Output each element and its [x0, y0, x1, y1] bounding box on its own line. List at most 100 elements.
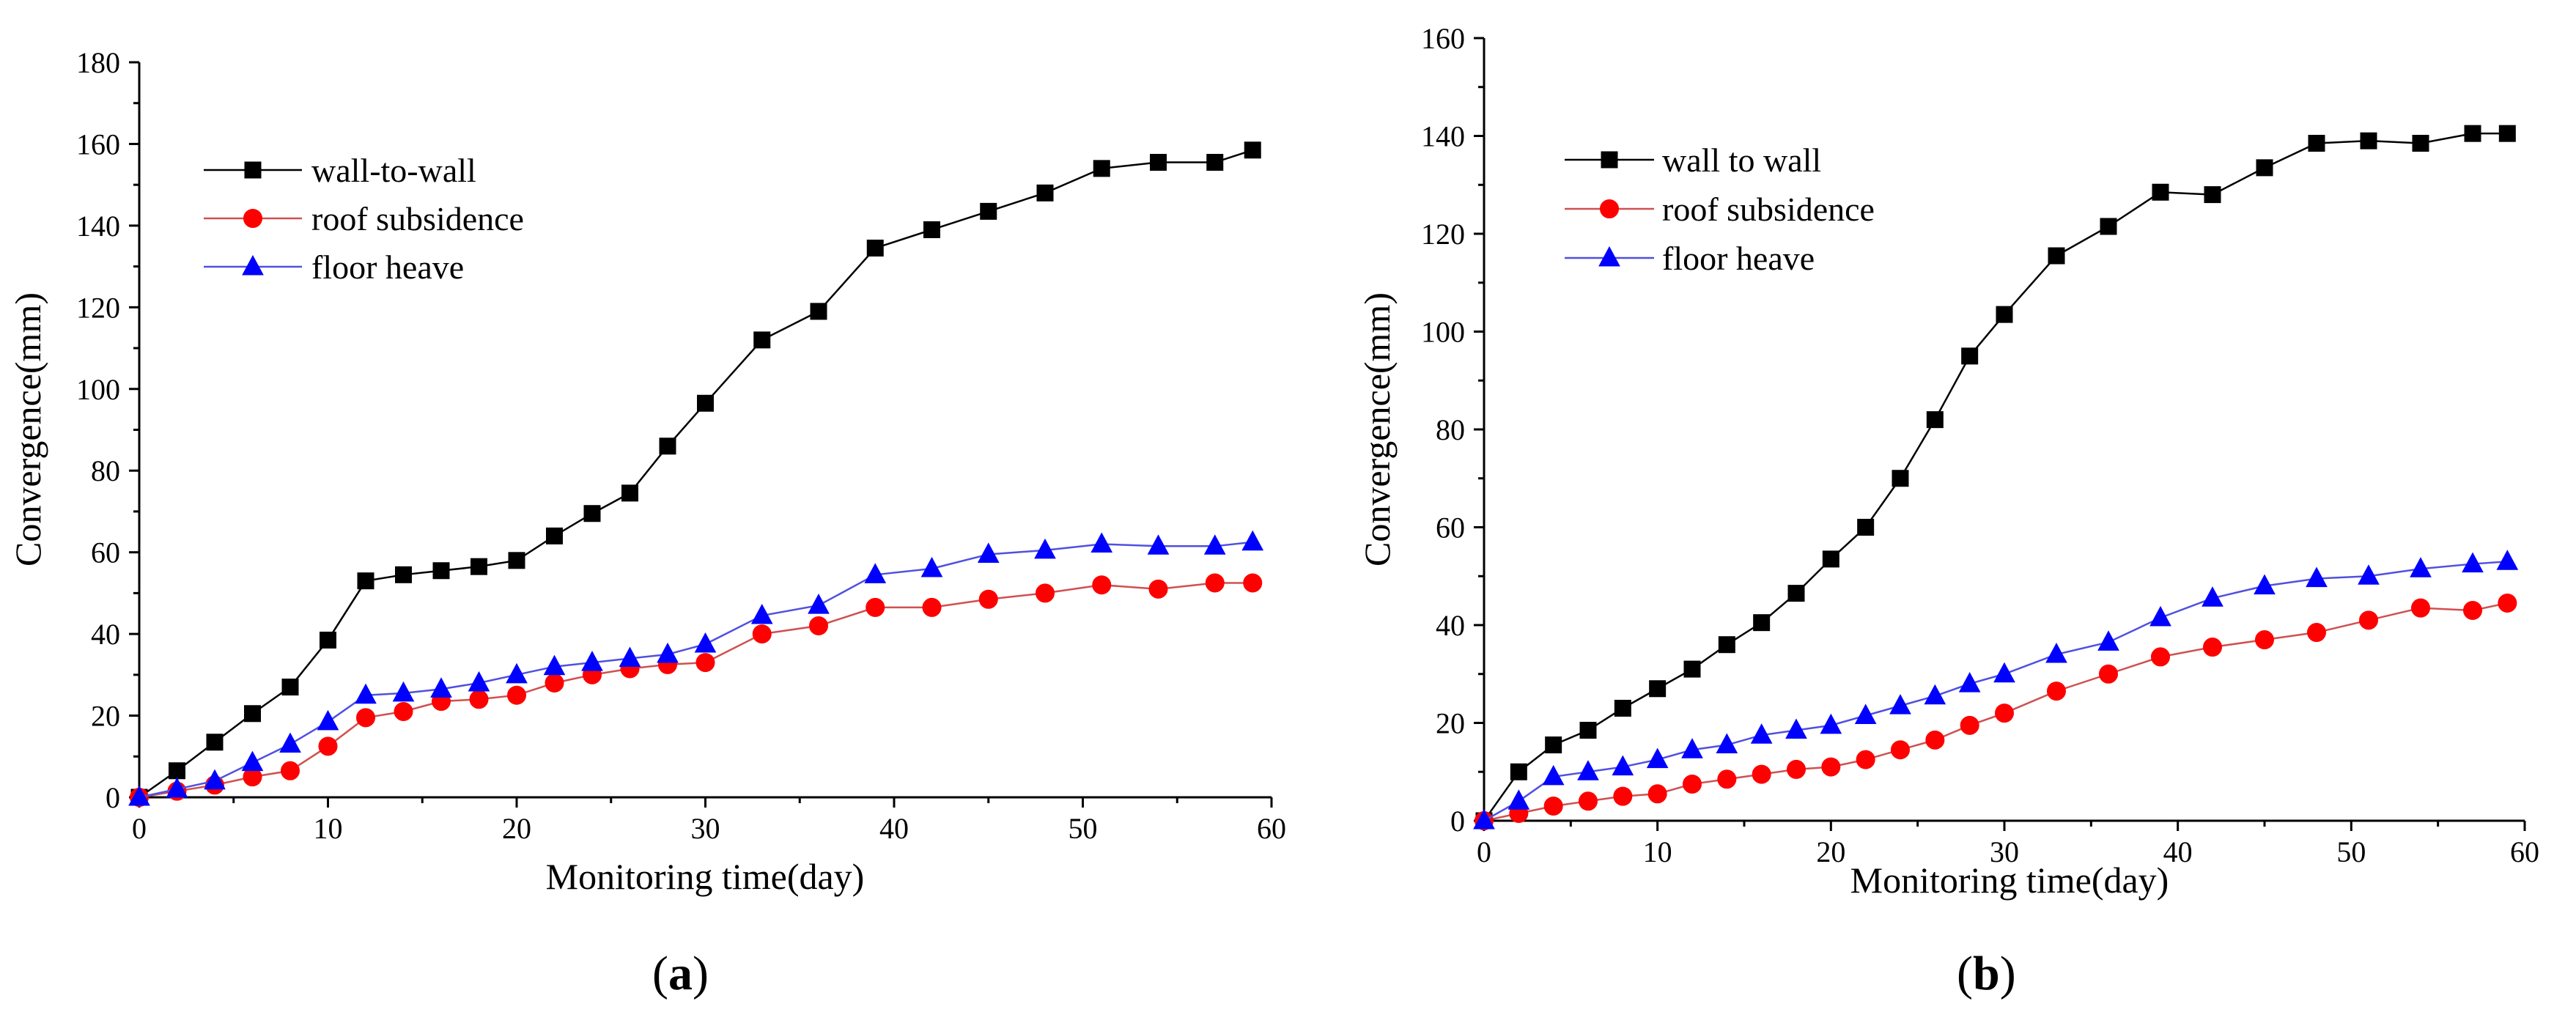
- x-tick-label: 40: [879, 812, 909, 845]
- data-point: [2202, 586, 2223, 607]
- x-tick-label: 20: [1816, 835, 1845, 868]
- data-point: [1750, 723, 1773, 744]
- data-point: [808, 594, 830, 614]
- x-tick-label: 10: [1643, 835, 1672, 868]
- legend: wall-to-wall roof subsidence floor heave: [204, 152, 524, 286]
- data-point: [697, 394, 714, 412]
- data-point: [1473, 808, 1495, 830]
- data-point: [864, 563, 887, 583]
- data-point: [1787, 585, 1805, 602]
- y-tick-label: 140: [76, 210, 120, 243]
- data-point: [468, 671, 490, 692]
- data-point: [977, 542, 1000, 563]
- data-point: [583, 505, 601, 522]
- data-point: [1092, 575, 1112, 595]
- x-tick-label: 30: [1990, 835, 2019, 868]
- data-point: [2254, 574, 2276, 595]
- y-tick-label: 80: [91, 454, 120, 487]
- x-tick-label: 20: [502, 812, 531, 845]
- data-point: [2151, 647, 2170, 667]
- data-point: [1857, 519, 1875, 536]
- data-point: [1649, 680, 1667, 698]
- data-point: [1993, 662, 2015, 683]
- legend-marker: [243, 209, 262, 228]
- chart-panel-b: 0 10 20 30 40 50 60 0 20 40 60 80 100 120 140 160 Monito…: [1357, 22, 2539, 1000]
- data-point: [506, 662, 528, 684]
- data-point: [1683, 774, 1702, 794]
- y-tick-label: 160: [76, 128, 120, 160]
- legend-label: wall to wall: [1662, 141, 1821, 179]
- data-point: [1241, 530, 1264, 551]
- y-tick-label: 0: [106, 781, 120, 814]
- y-tick-label: 140: [1421, 120, 1465, 153]
- data-point: [394, 701, 413, 721]
- data-point: [470, 558, 487, 575]
- data-point: [2498, 593, 2517, 613]
- x-tick-label: 0: [132, 812, 147, 845]
- data-point: [1716, 733, 1738, 754]
- data-point: [1996, 306, 2013, 323]
- data-point: [507, 685, 526, 705]
- data-point: [395, 566, 412, 583]
- data-point: [320, 631, 336, 649]
- data-point: [1579, 791, 1598, 811]
- data-point: [694, 632, 717, 653]
- data-point: [619, 646, 641, 668]
- data-point: [1545, 736, 1562, 754]
- y-tick-label: 120: [1421, 218, 1465, 251]
- data-point: [1090, 532, 1113, 553]
- series-line: [139, 541, 1253, 799]
- data-point: [1244, 141, 1261, 159]
- data-point: [2307, 623, 2326, 643]
- data-point: [1647, 784, 1667, 804]
- data-point: [357, 572, 374, 590]
- data-point: [1787, 759, 1806, 779]
- y-tick-label: 20: [1436, 707, 1465, 740]
- data-point: [1752, 764, 1771, 784]
- y-tick-label: 180: [76, 46, 120, 79]
- data-point: [392, 681, 415, 702]
- legend-marker: [242, 254, 264, 276]
- data-point: [204, 769, 226, 790]
- data-point: [169, 762, 185, 780]
- data-point: [920, 556, 943, 577]
- data-point: [621, 484, 638, 502]
- data-point: [581, 651, 603, 671]
- data-point: [543, 654, 566, 676]
- legend-label: roof subsidence: [1662, 191, 1875, 228]
- series-wall-to-wall: [1475, 125, 2516, 830]
- panel-label-close: ): [2000, 947, 2016, 1000]
- data-point: [1854, 703, 1877, 724]
- data-point: [866, 597, 885, 617]
- y-tick-label: 100: [1421, 316, 1465, 349]
- data-point: [1683, 660, 1701, 678]
- data-point: [1612, 755, 1634, 776]
- data-point: [1243, 573, 1263, 593]
- data-point: [1613, 786, 1633, 806]
- data-point: [695, 653, 715, 673]
- data-point: [206, 734, 224, 751]
- data-point: [2412, 135, 2429, 152]
- panel-label: (b): [1957, 947, 2016, 1000]
- data-point: [1205, 573, 1225, 593]
- data-point: [430, 677, 452, 698]
- chart-panel-a: 0 10 20 30 40 50 60 0 20 40 60 80 100 120 140 160 180 Mon…: [7, 46, 1286, 1000]
- panel-label: (a): [652, 947, 709, 1000]
- legend-marker: [1598, 245, 1620, 267]
- data-point: [1960, 715, 1979, 735]
- x-tick-label: 60: [1257, 812, 1286, 845]
- data-point: [1753, 614, 1771, 632]
- legend-label: floor heave: [311, 248, 464, 286]
- data-point: [128, 785, 150, 806]
- data-point: [1147, 534, 1170, 555]
- data-point: [2464, 125, 2481, 142]
- data-point: [2358, 564, 2380, 585]
- data-point: [750, 603, 773, 624]
- data-point: [2047, 682, 2066, 701]
- data-point: [1036, 583, 1055, 603]
- data-point: [355, 683, 377, 704]
- data-point: [1926, 411, 1944, 429]
- data-point: [508, 552, 525, 569]
- data-point: [1542, 764, 1565, 786]
